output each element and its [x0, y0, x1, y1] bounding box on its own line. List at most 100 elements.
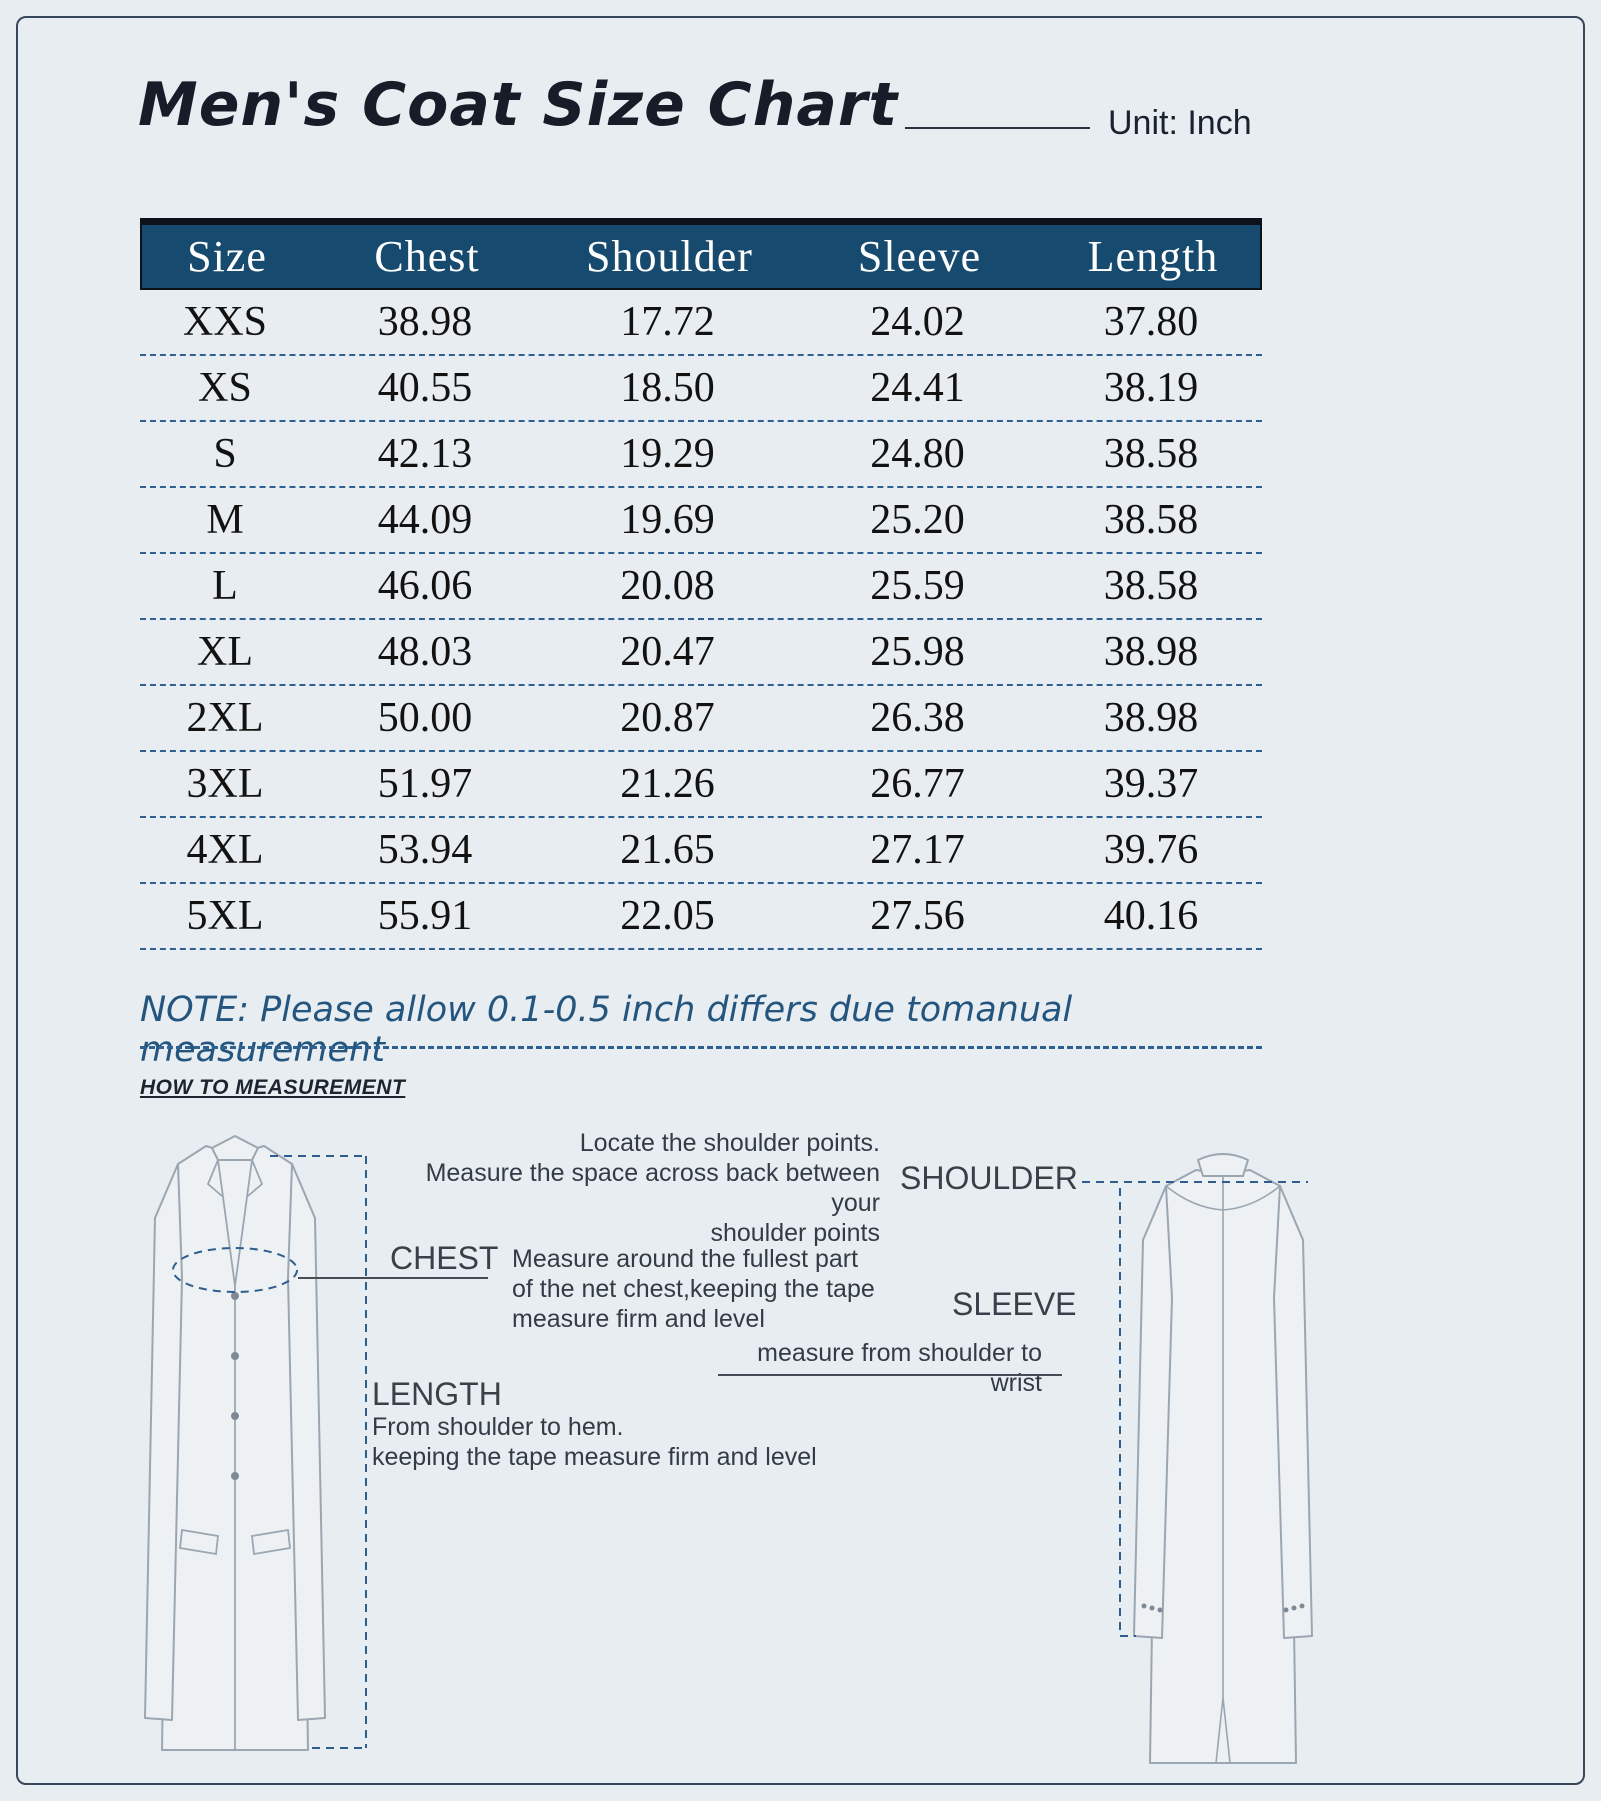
column-header: Size: [187, 232, 267, 281]
length-instructions: From shoulder to hem. keeping the tape m…: [372, 1412, 892, 1472]
size-cell: S: [213, 431, 237, 477]
size-cell: XXS: [182, 299, 268, 345]
column-header: Sleeve: [857, 232, 982, 281]
sleeve-instructions-line: measure from shoulder to wrist: [757, 1339, 1042, 1397]
coat-back-right-sleeve: [1273, 1185, 1313, 1639]
length-instructions-line: From shoulder to hem.: [372, 1413, 624, 1441]
size-cell: L: [212, 563, 238, 609]
shoulder-label: SHOULDER: [900, 1160, 1078, 1196]
table-row: 5XL 55.91 22.05 27.56 40.16: [140, 884, 1262, 950]
value-cell: 20.08: [620, 563, 715, 609]
value-cell: 20.87: [620, 695, 715, 741]
coat-back-cuff-buttons: [1141, 1603, 1305, 1613]
value-cell: 38.19: [1103, 365, 1199, 411]
length-label: LENGTH: [372, 1376, 502, 1412]
page-title: Men's Coat Size Chart: [138, 70, 899, 140]
shoulder-instructions: Locate the shoulder points. Measure the …: [400, 1128, 880, 1248]
value-cell: 26.77: [870, 761, 965, 807]
value-cell: 39.76: [1103, 827, 1199, 873]
coat-back-collar: [1197, 1153, 1249, 1177]
table-row: S 42.13 19.29 24.80 38.58: [140, 422, 1262, 488]
coat-front-buttons: [231, 1292, 239, 1480]
value-cell: 25.59: [870, 563, 965, 609]
chest-pointer-line: [298, 1277, 488, 1279]
coat-front-right-sleeve: [287, 1163, 326, 1721]
column-header: Shoulder: [586, 232, 753, 281]
value-cell: 22.05: [620, 893, 715, 939]
value-cell: 51.97: [377, 761, 473, 807]
value-cell: 27.17: [870, 827, 965, 873]
value-cell: 48.03: [377, 629, 473, 675]
value-cell: 38.58: [1103, 563, 1199, 609]
value-cell: 18.50: [620, 365, 715, 411]
sleeve-label: SLEEVE: [952, 1286, 1077, 1322]
coat-front-pockets: [179, 1528, 291, 1556]
value-cell: 38.98: [1103, 629, 1199, 675]
table-row: 3XL 51.97 21.26 26.77 39.37: [140, 752, 1262, 818]
value-cell: 19.69: [620, 497, 715, 543]
column-header: Length: [1087, 232, 1219, 281]
value-cell: 17.72: [620, 299, 715, 345]
size-table: Size Chest Shoulder Sleeve Length XXS 38.98 17…: [140, 218, 1262, 950]
coat-back-illustration: [1082, 1153, 1313, 1764]
chest-instructions-line: Measure around the fullest part: [512, 1245, 859, 1273]
chest-measure-ellipse: [172, 1247, 298, 1293]
table-body: XXS 38.98 17.72 24.02 37.80 XS 40.55 18.50 24.41…: [140, 290, 1262, 950]
table-row: XS 40.55 18.50 24.41 38.19: [140, 356, 1262, 422]
unit-divider-line: [905, 127, 1090, 129]
value-cell: 24.41: [870, 365, 965, 411]
value-cell: 38.58: [1103, 431, 1199, 477]
coat-front-lapels: [206, 1159, 264, 1287]
value-cell: 27.56: [870, 893, 965, 939]
table-row: L 46.06 20.08 25.59 38.58: [140, 554, 1262, 620]
chest-instructions-line: of the net chest,keeping the tape: [512, 1275, 875, 1303]
table-row: 4XL 53.94 21.65 27.17 39.76: [140, 818, 1262, 884]
how-to-measure-heading: HOW TO MEASUREMENT: [140, 1076, 406, 1099]
value-cell: 20.47: [620, 629, 715, 675]
chest-instructions: Measure around the fullest part of the n…: [512, 1244, 932, 1334]
table-row: 2XL 50.00 20.87 26.38 38.98: [140, 686, 1262, 752]
length-instructions-line: keeping the tape measure firm and level: [372, 1443, 817, 1471]
coat-back-yoke: [1165, 1185, 1281, 1211]
value-cell: 53.94: [377, 827, 473, 873]
table-row: M 44.09 19.69 25.20 38.58: [140, 488, 1262, 554]
size-cell: 5XL: [186, 893, 264, 939]
value-cell: 42.13: [377, 431, 473, 477]
sleeve-instructions: measure from shoulder to wrist: [700, 1338, 1042, 1398]
coat-front-left-sleeve: [144, 1163, 183, 1721]
value-cell: 21.65: [620, 827, 715, 873]
value-cell: 50.00: [377, 695, 473, 741]
size-cell: 2XL: [186, 695, 264, 741]
value-cell: 25.98: [870, 629, 965, 675]
chest-label: CHEST: [390, 1240, 499, 1276]
value-cell: 39.37: [1103, 761, 1199, 807]
value-cell: 25.20: [870, 497, 965, 543]
value-cell: 24.02: [870, 299, 965, 345]
value-cell: 46.06: [377, 563, 473, 609]
value-cell: 38.98: [377, 299, 473, 345]
sleeve-pointer-line: [718, 1374, 1062, 1376]
shoulder-instructions-line: Measure the space across back between yo…: [425, 1159, 880, 1217]
table-header-row: Size Chest Shoulder Sleeve Length: [140, 218, 1262, 290]
value-cell: 37.80: [1103, 299, 1199, 345]
value-cell: 21.26: [620, 761, 715, 807]
value-cell: 40.55: [377, 365, 473, 411]
coat-front-collar: [211, 1135, 259, 1161]
coat-back-vent: [1215, 1697, 1231, 1764]
value-cell: 26.38: [870, 695, 965, 741]
measurement-note: NOTE: Please allow 0.1-0.5 inch differs …: [140, 990, 1073, 1070]
shoulder-instructions-line: shoulder points: [710, 1219, 880, 1247]
size-cell: XL: [197, 629, 253, 675]
coat-back-left-sleeve: [1133, 1185, 1173, 1639]
size-cell: M: [206, 497, 244, 543]
note-divider-dashed: [140, 1046, 1262, 1049]
size-cell: 3XL: [186, 761, 264, 807]
value-cell: 44.09: [377, 497, 473, 543]
size-cell: 4XL: [186, 827, 264, 873]
value-cell: 38.98: [1103, 695, 1199, 741]
table-row: XXS 38.98 17.72 24.02 37.80: [140, 290, 1262, 356]
value-cell: 55.91: [377, 893, 473, 939]
value-cell: 40.16: [1103, 893, 1199, 939]
value-cell: 24.80: [870, 431, 965, 477]
